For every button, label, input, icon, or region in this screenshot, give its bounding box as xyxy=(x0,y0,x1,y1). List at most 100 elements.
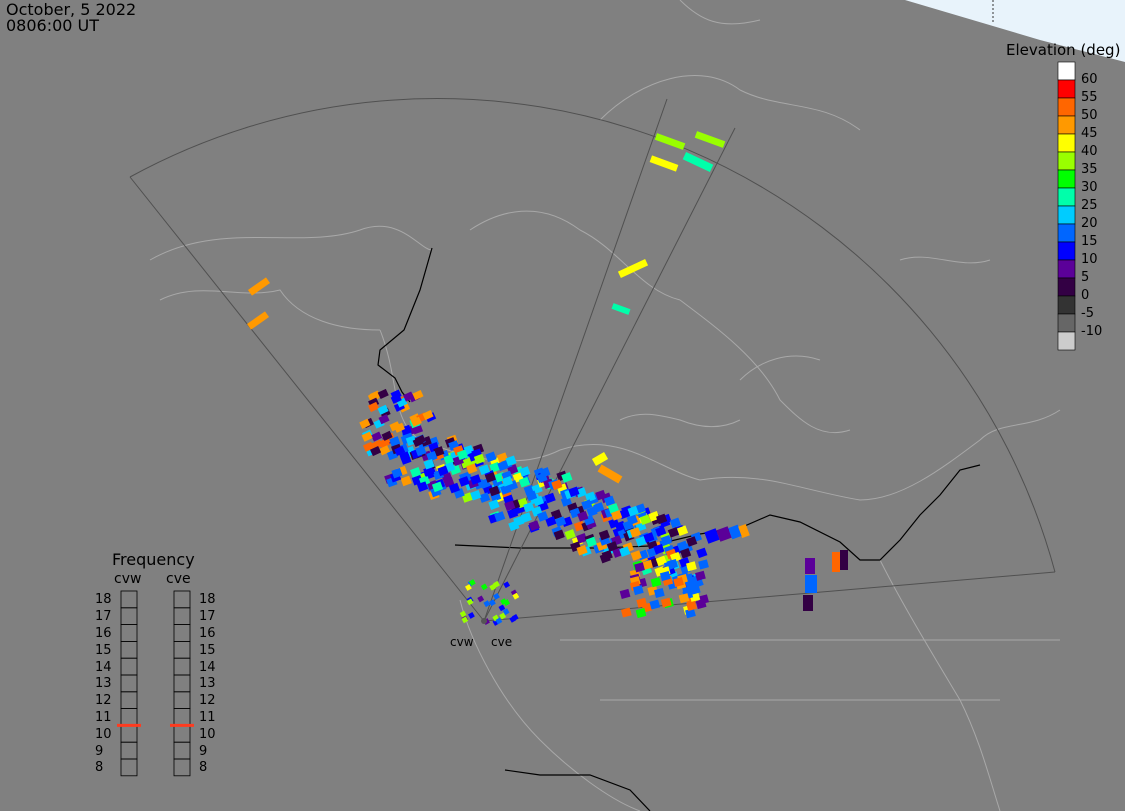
echo-cell xyxy=(414,434,426,445)
elevation-swatch xyxy=(1057,241,1076,261)
echo-cell xyxy=(507,508,519,519)
echo-cell xyxy=(678,593,690,604)
radar-fields-of-view xyxy=(129,98,1056,622)
frequency-gauge-cell xyxy=(173,758,191,777)
echo-cell xyxy=(840,550,848,570)
daylight-region xyxy=(905,0,1125,62)
echo-cell xyxy=(634,562,645,573)
echo-cell xyxy=(371,439,383,450)
echo-cell xyxy=(680,547,692,559)
echo-cell xyxy=(378,414,390,425)
frequency-tick-label-cvw: 8 xyxy=(95,760,104,776)
echo-cell xyxy=(498,604,506,612)
echo-cell xyxy=(512,592,520,600)
echo-cell xyxy=(479,492,491,503)
echo-cell xyxy=(619,588,631,599)
frequency-tick-label-cve: 16 xyxy=(199,626,216,641)
echo-cell xyxy=(520,512,532,523)
echo-cell xyxy=(689,584,701,595)
echo-cell xyxy=(410,467,422,478)
echo-cell xyxy=(423,458,435,470)
echo-cell xyxy=(607,503,620,514)
echo-cell xyxy=(390,393,402,404)
echo-cell xyxy=(415,445,427,457)
frequency-tick-label-cve: 18 xyxy=(199,592,216,608)
echo-cell xyxy=(716,526,732,542)
echo-cell xyxy=(410,416,422,427)
echo-cell xyxy=(504,500,516,512)
echo-cell xyxy=(738,523,750,539)
echo-cell xyxy=(611,510,623,521)
frequency-tick-label-cvw: 15 xyxy=(95,642,112,658)
elevation-swatch xyxy=(1057,277,1076,297)
elevation-swatch xyxy=(1057,79,1076,99)
echo-cell xyxy=(493,592,500,600)
echo-cell xyxy=(466,463,478,474)
echo-cell xyxy=(423,466,435,477)
echo-cell xyxy=(627,505,639,517)
echo-cell xyxy=(673,576,684,588)
echo-cell xyxy=(501,476,514,487)
radar-site-marker xyxy=(481,618,487,624)
frequency-tick-label-cve: 12 xyxy=(199,693,216,709)
echo-cell xyxy=(696,547,708,559)
echo-cell xyxy=(573,520,585,532)
echo-cell xyxy=(500,598,508,606)
echo-cell xyxy=(704,528,720,544)
echo-cell xyxy=(677,540,689,552)
echo-cell xyxy=(553,529,565,541)
echo-cell xyxy=(598,529,611,541)
frequency-tick-label-cvw: 12 xyxy=(95,693,112,709)
echo-cell xyxy=(377,404,389,415)
elevation-tick-label: 45 xyxy=(1081,126,1098,141)
elevation-swatch xyxy=(1057,97,1076,117)
elevation-color-scale xyxy=(1057,61,1076,351)
echo-cell xyxy=(485,451,497,463)
elevation-swatch xyxy=(1057,61,1076,81)
elevation-swatch xyxy=(1057,223,1076,243)
echo-cell xyxy=(400,454,412,465)
echo-cell xyxy=(464,584,472,591)
backscatter-echoes xyxy=(246,131,848,626)
frequency-tick-label-cve: 11 xyxy=(199,710,216,725)
date-label: October, 5 2022 xyxy=(6,0,137,19)
elevation-tick-label: -5 xyxy=(1081,306,1094,321)
echo-cell xyxy=(518,476,531,488)
echo-cell xyxy=(519,466,531,477)
echo-cell xyxy=(655,526,667,537)
frequency-tick-label-cve: 9 xyxy=(199,743,208,759)
elevation-tick-label: 20 xyxy=(1081,216,1098,231)
echo-cell xyxy=(649,155,679,172)
elevation-swatch xyxy=(1057,313,1076,333)
echo-cell xyxy=(394,445,406,456)
echo-cell xyxy=(523,501,535,513)
echo-cell xyxy=(458,476,470,487)
elevation-swatch xyxy=(1057,205,1076,225)
frequency-gauges xyxy=(117,590,194,777)
frequency-tick-label-cvw: 16 xyxy=(95,626,112,641)
echo-cell xyxy=(619,546,631,557)
echo-cell xyxy=(653,543,665,555)
echo-cell xyxy=(805,558,815,574)
frequency-legend-title: Frequency xyxy=(112,550,195,569)
elevation-tick-label: 10 xyxy=(1081,252,1098,267)
frequency-tick-label-cve: 17 xyxy=(199,609,216,625)
echo-cell xyxy=(654,133,686,150)
gauge-header-cve: cve xyxy=(166,571,191,587)
elevation-tick-label: 60 xyxy=(1081,72,1098,87)
echo-cell xyxy=(544,492,556,504)
echo-cell xyxy=(630,550,642,561)
echo-cell xyxy=(597,464,623,484)
echo-cell xyxy=(537,511,549,522)
time-label: 0806:00 UT xyxy=(6,16,100,35)
echo-cell xyxy=(448,482,460,494)
echo-cell xyxy=(367,401,380,413)
echo-cell xyxy=(381,430,393,441)
echo-cell xyxy=(361,431,373,442)
echo-cell xyxy=(377,388,389,399)
elevation-tick-label: 25 xyxy=(1081,198,1098,213)
echo-cell xyxy=(477,595,485,603)
echo-cell xyxy=(803,595,813,611)
echo-cell xyxy=(669,517,682,529)
elevation-swatch xyxy=(1057,295,1076,315)
